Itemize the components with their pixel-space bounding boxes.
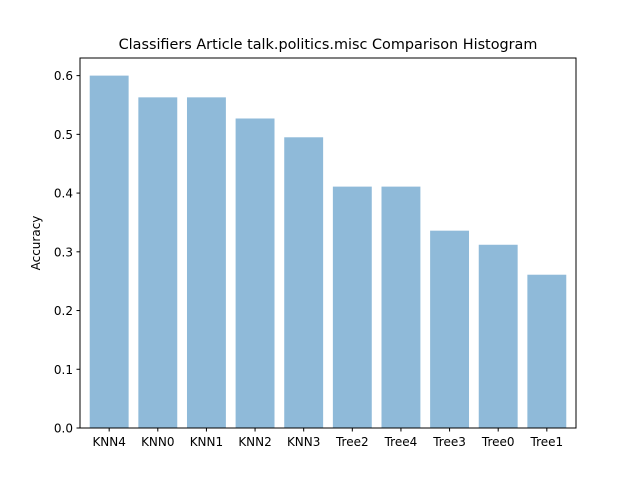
- y-tick-label: 0.0: [54, 422, 73, 436]
- x-tick-label: Tree2: [335, 435, 369, 449]
- y-axis-label: Accuracy: [29, 216, 43, 271]
- x-tick-label: KNN2: [238, 435, 271, 449]
- bar-knn0: [138, 97, 178, 428]
- plot-frame: [79, 57, 577, 429]
- x-tick-label: Tree1: [530, 435, 564, 449]
- bar-knn3: [284, 137, 324, 429]
- x-tick-label: KNN1: [190, 435, 223, 449]
- x-tick-label: KNN3: [287, 435, 320, 449]
- y-tick-label: 0.6: [54, 69, 73, 83]
- bar-tree3: [430, 230, 470, 428]
- y-axis-ticks: 0.0 0.1 0.2 0.3 0.4 0.5 0.6: [54, 69, 80, 436]
- chart-title: Classifiers Article talk.politics.misc C…: [119, 37, 538, 53]
- x-tick-label: KNN4: [92, 435, 125, 449]
- bar-knn1: [186, 97, 226, 428]
- x-tick-label: Tree3: [432, 435, 466, 449]
- x-tick-label: KNN0: [141, 435, 174, 449]
- x-tick-label: Tree0: [481, 435, 515, 449]
- y-tick-label: 0.5: [54, 128, 73, 142]
- y-tick-label: 0.2: [54, 304, 73, 318]
- bar-knn4: [89, 75, 129, 428]
- bar-knn2: [235, 118, 275, 428]
- bar-tree4: [381, 186, 421, 428]
- bar-tree2: [332, 186, 372, 428]
- y-tick-label: 0.4: [54, 187, 73, 201]
- bars-group: [89, 75, 567, 429]
- y-tick-label: 0.3: [54, 245, 73, 259]
- y-tick-label: 0.1: [54, 363, 73, 377]
- x-tick-label: Tree4: [384, 435, 418, 449]
- bar-tree1: [527, 274, 567, 428]
- x-axis-ticks: KNN4 KNN0 KNN1 KNN2 KNN3 Tree2 Tree4 Tree3 Tree0…: [92, 428, 563, 449]
- bar-tree0: [478, 244, 518, 428]
